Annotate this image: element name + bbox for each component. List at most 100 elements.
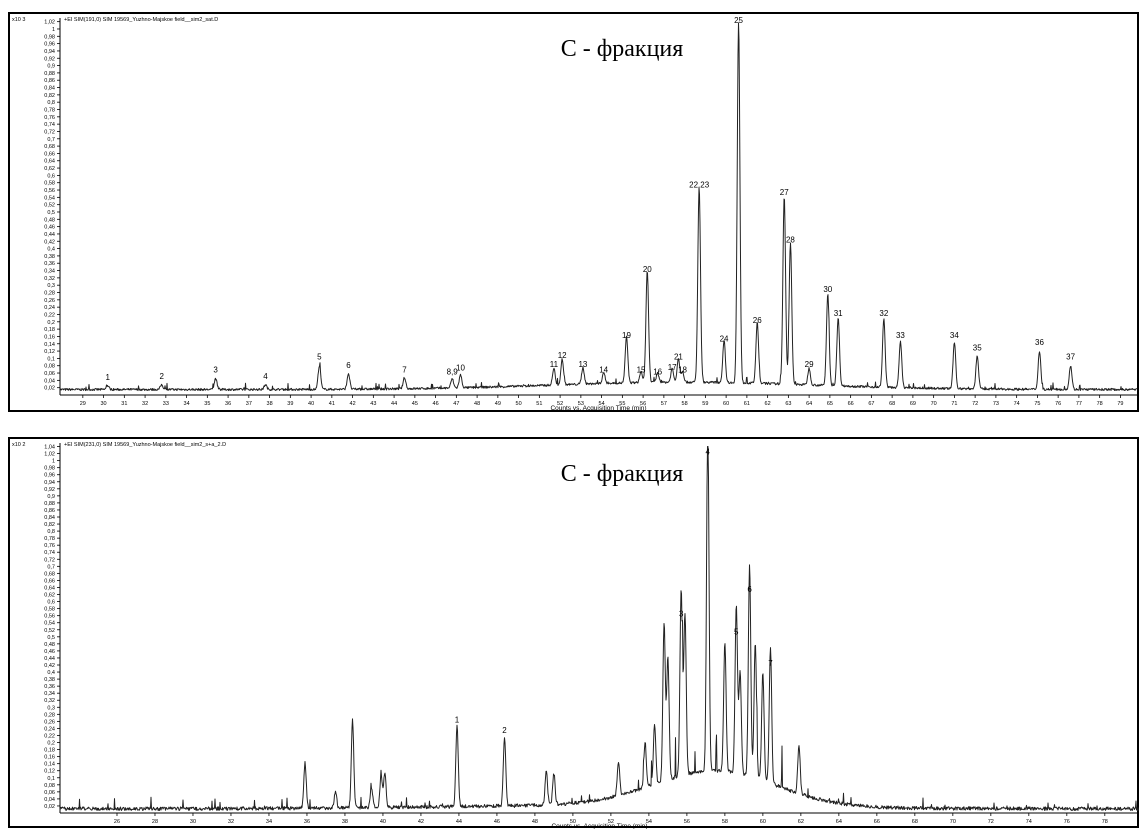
peak-label: 21 bbox=[674, 353, 683, 362]
x-tick-label: 53 bbox=[578, 401, 584, 407]
y-tick-label: 0,54 bbox=[44, 195, 55, 201]
x-tick-label: 69 bbox=[910, 401, 916, 407]
peak-label: 32 bbox=[879, 309, 888, 318]
y-tick-label: 0,36 bbox=[44, 684, 55, 690]
x-tick-label: 75 bbox=[1034, 401, 1040, 407]
y-tick-label: 0,02 bbox=[44, 386, 55, 392]
x-tick-label: 32 bbox=[142, 401, 148, 407]
y-tick-label: 0,92 bbox=[44, 56, 55, 62]
x-tick-label: 41 bbox=[329, 401, 335, 407]
y-tick-label: 0,72 bbox=[44, 557, 55, 563]
y-tick-label: 0,6 bbox=[47, 600, 55, 606]
x-tick-label: 44 bbox=[456, 819, 462, 825]
peak-label: 22.23 bbox=[689, 181, 710, 190]
peak-label: 29 bbox=[805, 360, 814, 369]
y-tick-label: 0,24 bbox=[44, 726, 55, 732]
y-tick-label: 0,12 bbox=[44, 769, 55, 775]
y-tick-label: 1 bbox=[52, 27, 55, 33]
y-tick-label: 0,22 bbox=[44, 312, 55, 318]
y-tick-label: 0,72 bbox=[44, 129, 55, 135]
y-tick-label: 0,48 bbox=[44, 642, 55, 648]
y-tick-label: 0,44 bbox=[44, 656, 55, 662]
x-tick-label: 78 bbox=[1102, 819, 1108, 825]
chart-frame bbox=[8, 437, 1139, 828]
x-tick-label: 50 bbox=[570, 819, 576, 825]
peak-label: 30 bbox=[823, 285, 832, 294]
y-tick-label: 0,74 bbox=[44, 122, 55, 128]
y-tick-label: 0,32 bbox=[44, 276, 55, 282]
peak-label: 7 bbox=[402, 366, 407, 375]
y-tick-label: 0,88 bbox=[44, 501, 55, 507]
x-axis-label: Counts vs. Acquisition Time (min) bbox=[551, 823, 647, 829]
y-tick-label: 0,98 bbox=[44, 466, 55, 472]
peak-label: 11 bbox=[550, 360, 559, 369]
peak-label: 4 bbox=[263, 372, 268, 381]
y-tick-label: 0,56 bbox=[44, 188, 55, 194]
peak-label: 28 bbox=[786, 236, 795, 245]
y-tick-label: 0,4 bbox=[47, 670, 55, 676]
x-tick-label: 37 bbox=[246, 401, 252, 407]
x-tick-label: 42 bbox=[350, 401, 356, 407]
y-tick-label: 0,1 bbox=[47, 776, 55, 782]
y-tick-label: 0,14 bbox=[44, 342, 55, 348]
y-tick-label: 0,04 bbox=[44, 797, 55, 803]
x-tick-label: 46 bbox=[494, 819, 500, 825]
chromatogram-bottom-chart: +EI SIM(231,0) SIM 19569_Yuzhno-Majskoe … bbox=[8, 437, 1139, 829]
y-tick-label: 0,86 bbox=[44, 508, 55, 514]
y-tick-label: 1,04 bbox=[44, 445, 55, 451]
peak-label: 1 bbox=[455, 715, 460, 724]
peak-label: 3 bbox=[679, 610, 684, 619]
x-tick-label: 59 bbox=[702, 401, 708, 407]
y-tick-label: 0,56 bbox=[44, 614, 55, 620]
y-exponent-label: x10 2 bbox=[12, 442, 25, 448]
y-tick-label: 0,52 bbox=[44, 628, 55, 634]
y-tick-label: 0,3 bbox=[47, 705, 55, 711]
x-tick-label: 61 bbox=[744, 401, 750, 407]
peak-label: 13 bbox=[578, 360, 587, 369]
x-tick-label: 30 bbox=[101, 401, 107, 407]
y-tick-label: 0,5 bbox=[47, 210, 55, 216]
y-tick-label: 0,18 bbox=[44, 748, 55, 754]
peak-label: 26 bbox=[753, 316, 762, 325]
y-tick-label: 0,82 bbox=[44, 522, 55, 528]
y-tick-label: 0,58 bbox=[44, 607, 55, 613]
peak-label: 6 bbox=[747, 585, 752, 594]
x-tick-label: 79 bbox=[1117, 401, 1123, 407]
y-tick-label: 0,26 bbox=[44, 719, 55, 725]
x-tick-label: 66 bbox=[874, 819, 880, 825]
x-tick-label: 55 bbox=[619, 401, 625, 407]
peak-label: 31 bbox=[834, 309, 843, 318]
x-tick-label: 76 bbox=[1055, 401, 1061, 407]
x-tick-label: 52 bbox=[608, 819, 614, 825]
x-tick-label: 31 bbox=[121, 401, 127, 407]
y-tick-label: 0,4 bbox=[47, 247, 55, 253]
peak-label: 10 bbox=[456, 364, 465, 373]
x-tick-label: 50 bbox=[516, 401, 522, 407]
x-tick-label: 34 bbox=[266, 819, 272, 825]
x-tick-label: 70 bbox=[950, 819, 956, 825]
y-tick-label: 0,74 bbox=[44, 550, 55, 556]
peak-label: 37 bbox=[1066, 353, 1075, 362]
y-tick-label: 0,78 bbox=[44, 108, 55, 114]
x-tick-label: 54 bbox=[646, 819, 652, 825]
x-tick-label: 29 bbox=[80, 401, 86, 407]
peak-label: 7 bbox=[768, 659, 773, 668]
chromatogram-trace bbox=[59, 22, 1138, 392]
y-tick-label: 0,88 bbox=[44, 71, 55, 77]
x-tick-label: 39 bbox=[287, 401, 293, 407]
y-tick-label: 0,38 bbox=[44, 254, 55, 260]
y-tick-label: 0,42 bbox=[44, 239, 55, 245]
y-tick-label: 0,94 bbox=[44, 480, 55, 486]
peak-label: 1 bbox=[106, 373, 111, 382]
y-tick-label: 0,3 bbox=[47, 283, 55, 289]
peak-label: 2 bbox=[159, 372, 164, 381]
y-tick-label: 0,7 bbox=[47, 564, 55, 570]
y-tick-label: 0,82 bbox=[44, 93, 55, 99]
y-tick-label: 0,96 bbox=[44, 473, 55, 479]
x-tick-label: 38 bbox=[267, 401, 273, 407]
y-tick-label: 0,9 bbox=[47, 494, 55, 500]
x-tick-label: 77 bbox=[1076, 401, 1082, 407]
peak-label: 8,9 bbox=[447, 367, 459, 376]
x-tick-label: 33 bbox=[163, 401, 169, 407]
peak-label: 36 bbox=[1035, 338, 1044, 347]
